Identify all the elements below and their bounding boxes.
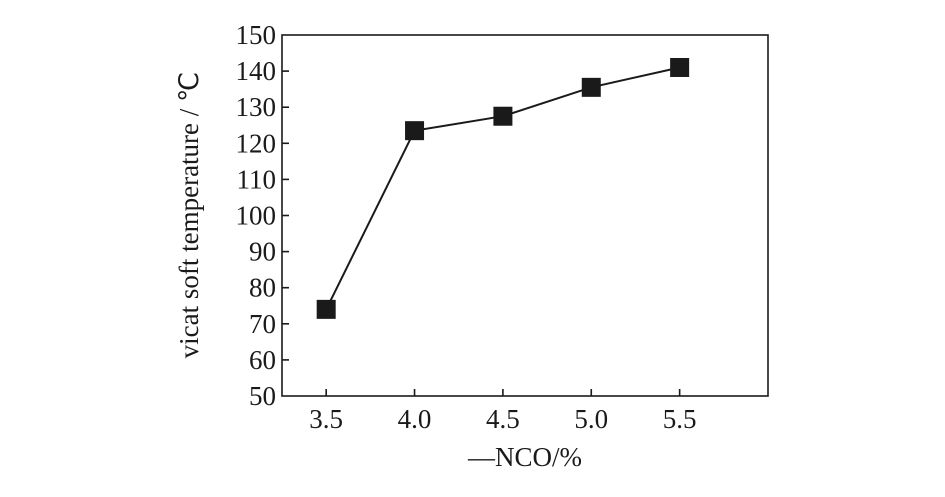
- x-tick-label: 4.0: [398, 404, 432, 434]
- y-tick-label: 80: [249, 273, 276, 303]
- x-tick-label: 5.0: [574, 404, 608, 434]
- series-markers: [316, 57, 690, 319]
- x-axis: 3.5 4.0 4.5 5.0 5.5: [309, 389, 697, 434]
- series-line: [325, 66, 680, 310]
- y-tick-label: 60: [249, 345, 276, 375]
- y-tick-label: 140: [236, 56, 277, 86]
- data-point: [405, 121, 425, 141]
- y-tick-label: 130: [236, 92, 277, 122]
- y-tick-label: 100: [236, 201, 277, 231]
- data-point: [316, 299, 336, 319]
- y-tick-label: 70: [249, 309, 276, 339]
- y-tick-label: 150: [236, 20, 277, 50]
- x-tick-label: 4.5: [486, 404, 520, 434]
- x-tick-label: 5.5: [663, 404, 697, 434]
- y-tick-label: 50: [249, 381, 276, 411]
- data-point: [581, 77, 601, 97]
- y-axis-label: vicat soft temperature / ℃: [174, 72, 204, 359]
- x-tick-label: 3.5: [309, 404, 343, 434]
- plot-frame: [281, 34, 769, 397]
- data-point: [493, 106, 513, 126]
- y-tick-label: 90: [249, 237, 276, 267]
- data-point: [670, 57, 690, 77]
- y-tick-label: 110: [237, 164, 277, 194]
- y-axis: 50 60 70 80 90 100 110 120 130 140 150: [236, 20, 289, 411]
- y-tick-label: 120: [236, 128, 277, 158]
- x-axis-label: —NCO/%: [467, 442, 582, 472]
